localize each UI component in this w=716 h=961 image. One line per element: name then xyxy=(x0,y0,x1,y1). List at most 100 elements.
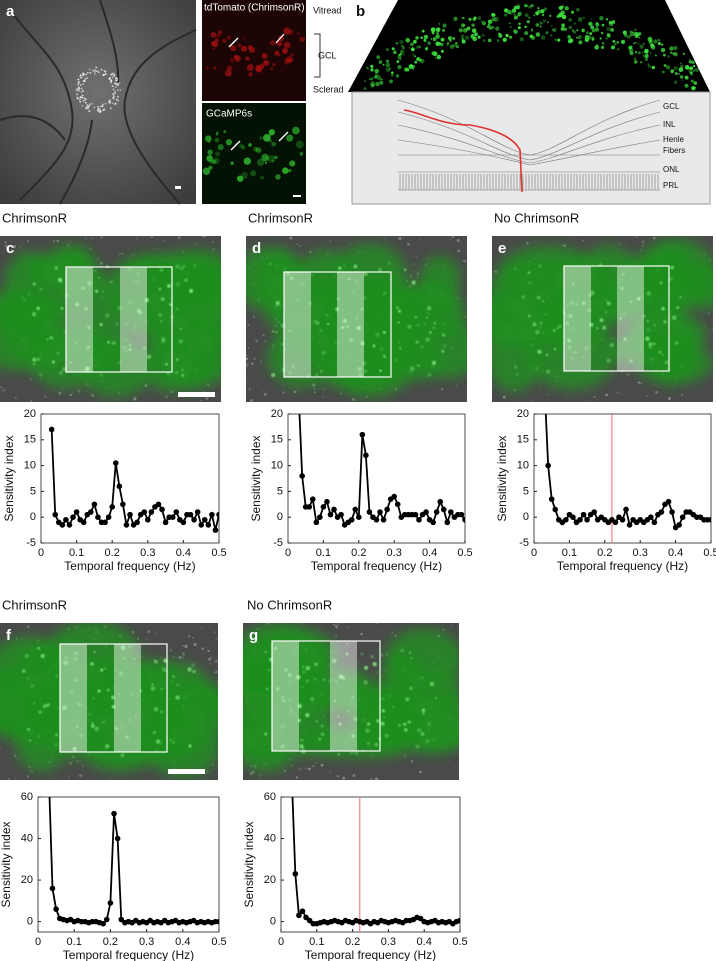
cell xyxy=(557,38,561,42)
green-cell xyxy=(26,727,31,731)
green-cell xyxy=(528,281,532,285)
speckle xyxy=(4,241,7,244)
speckle xyxy=(212,248,215,251)
cell xyxy=(442,23,447,28)
green-cell xyxy=(427,722,431,726)
cell xyxy=(374,75,378,79)
green-cell xyxy=(664,360,669,364)
stimulus-box xyxy=(563,265,670,372)
cell xyxy=(590,18,593,21)
data-point xyxy=(201,516,208,523)
cell xyxy=(633,60,638,64)
cell xyxy=(661,43,664,46)
green-cell xyxy=(175,370,179,375)
green-cell xyxy=(77,702,81,707)
cell xyxy=(207,149,213,155)
cell xyxy=(640,61,643,64)
green-cell xyxy=(571,282,575,286)
speckle xyxy=(76,760,79,763)
speckle xyxy=(358,398,360,400)
green-cell xyxy=(126,345,130,348)
green-cell xyxy=(55,733,58,737)
ring-dot xyxy=(80,96,83,99)
cell xyxy=(567,35,571,39)
cell xyxy=(288,169,292,173)
cell xyxy=(667,55,671,59)
green-cell xyxy=(338,266,342,270)
green-cell xyxy=(138,689,143,693)
stimulus-box xyxy=(283,271,392,378)
x-tick-label: 0.2 xyxy=(351,547,366,559)
speckle xyxy=(249,771,253,776)
green-cell xyxy=(679,295,682,299)
green-cell xyxy=(350,702,354,705)
cell xyxy=(486,25,489,28)
cell xyxy=(680,64,684,69)
green-cell xyxy=(136,308,141,313)
green-cell xyxy=(593,348,597,352)
cell xyxy=(376,75,381,80)
green-cell xyxy=(32,357,37,362)
data-point xyxy=(679,514,686,520)
speckle xyxy=(619,392,622,395)
cell xyxy=(524,25,527,29)
cell xyxy=(561,23,565,28)
x-tick-label: 0.2 xyxy=(597,547,612,559)
cell xyxy=(680,62,682,65)
green-cell xyxy=(588,293,592,297)
data-point xyxy=(191,516,197,523)
speckle xyxy=(380,667,383,670)
cell xyxy=(573,22,576,25)
speckle xyxy=(205,397,209,400)
green-cell xyxy=(75,302,80,307)
speckle xyxy=(288,386,291,389)
cell xyxy=(250,170,257,177)
cell xyxy=(539,21,542,24)
green-cell xyxy=(91,724,95,728)
cell xyxy=(549,34,553,37)
green-cell xyxy=(299,744,304,749)
cell xyxy=(543,7,548,11)
cell xyxy=(410,47,415,52)
data-point xyxy=(313,519,320,526)
y-tick-label: 15 xyxy=(517,434,529,446)
ring-dot xyxy=(76,93,78,96)
green-cell xyxy=(539,321,543,325)
speckle xyxy=(383,236,386,240)
green-cell xyxy=(587,308,592,313)
green-cell xyxy=(141,698,145,702)
green-cell xyxy=(660,278,662,280)
green-cell xyxy=(617,364,621,369)
cell xyxy=(263,134,271,142)
green-cell xyxy=(100,668,104,672)
green-blob xyxy=(0,292,47,329)
green-cell xyxy=(135,715,137,717)
green-cell xyxy=(380,347,384,351)
image-texture xyxy=(246,236,467,402)
green-cell xyxy=(36,357,41,362)
green-cell xyxy=(286,271,290,276)
green-cell xyxy=(366,722,371,726)
green-cell xyxy=(152,731,156,735)
speckle xyxy=(334,721,337,724)
green-cell xyxy=(24,653,29,658)
speckle xyxy=(334,723,337,726)
green-cell xyxy=(596,326,599,330)
green-cell xyxy=(375,671,378,674)
y-tick-label: -5 xyxy=(273,537,283,549)
green-cell xyxy=(187,667,192,672)
ring-dot xyxy=(91,69,94,72)
speckle xyxy=(262,334,265,337)
green-cell xyxy=(291,364,295,368)
cell xyxy=(688,60,692,64)
data-point xyxy=(73,509,80,515)
green-cell xyxy=(282,699,285,703)
x-axis-label: Temporal frequency (Hz) xyxy=(311,559,442,573)
speckle xyxy=(200,399,202,402)
cell xyxy=(576,36,579,39)
green-cell xyxy=(355,281,359,285)
cell xyxy=(370,81,375,86)
green-cell xyxy=(191,663,195,668)
speckle xyxy=(150,236,154,239)
data-line xyxy=(50,429,219,531)
